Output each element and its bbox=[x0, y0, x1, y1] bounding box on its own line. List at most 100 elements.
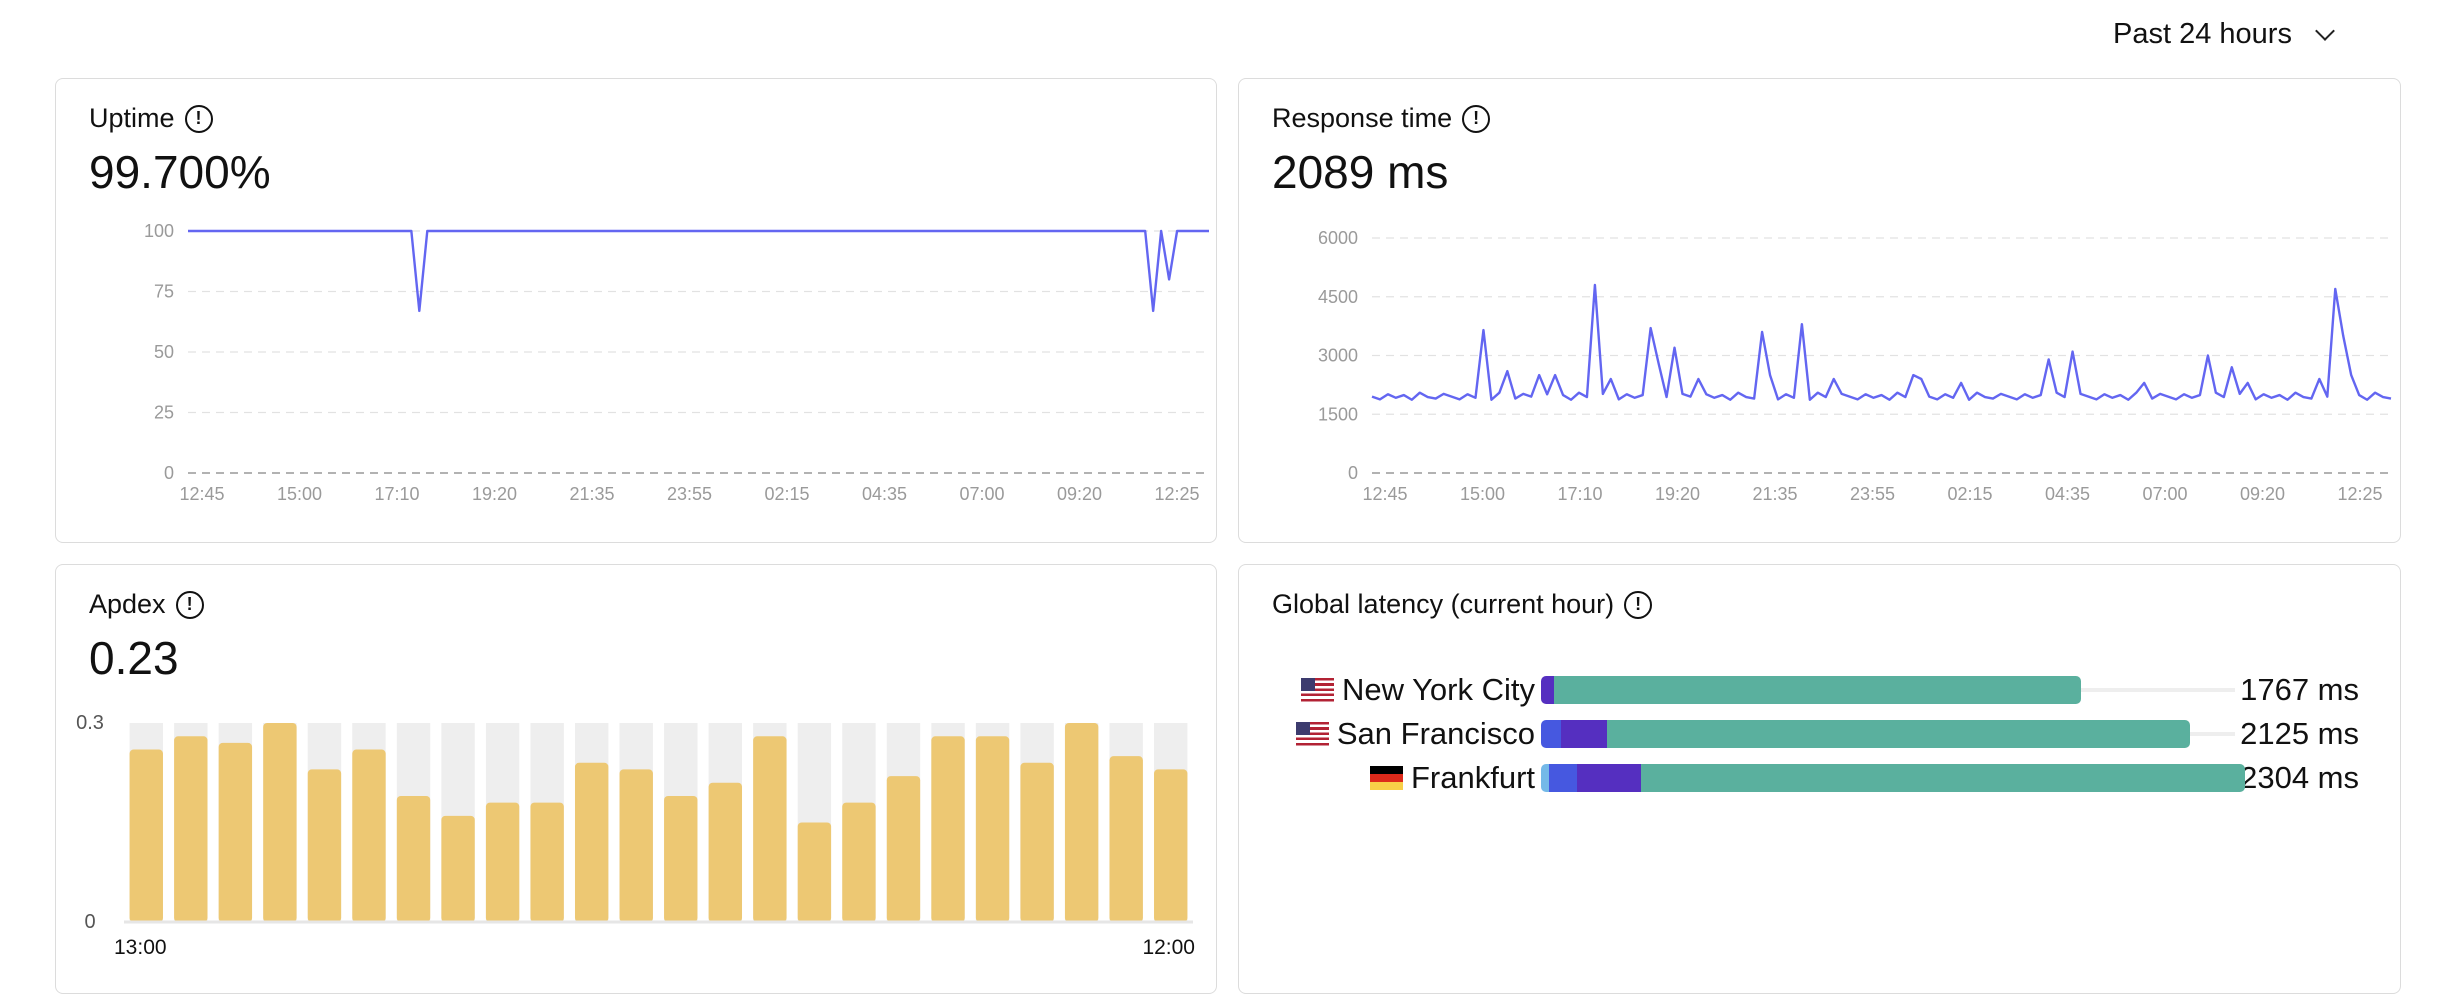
de-flag-icon bbox=[1369, 766, 1403, 790]
apdex-bar bbox=[931, 736, 965, 922]
apdex-bar bbox=[753, 736, 787, 922]
x-tick-label: 12:00 bbox=[1142, 936, 1195, 959]
x-tick-label: 12:25 bbox=[1154, 484, 1199, 504]
series-line bbox=[188, 229, 1209, 313]
uptime-card: Uptime! 99.700% 0 25 50 75 100 12:45 15:00 17:1… bbox=[55, 78, 1217, 543]
apdex-bar bbox=[619, 769, 653, 922]
time-range-label: Past 24 hours bbox=[2113, 18, 2292, 50]
x-tick-label: 21:35 bbox=[1752, 484, 1797, 504]
latency-row: New York City 1767 ms bbox=[1239, 672, 2400, 707]
y-tick-label: 25 bbox=[154, 403, 174, 423]
us-flag-icon bbox=[1295, 722, 1329, 746]
card-title: Response time bbox=[1272, 103, 1453, 133]
latency-segment bbox=[1548, 764, 1578, 792]
x-tick-label: 17:10 bbox=[1557, 484, 1602, 504]
apdex-bar bbox=[1109, 756, 1143, 922]
apdex-bar bbox=[842, 802, 876, 922]
x-tick-label: 07:00 bbox=[2142, 484, 2187, 504]
latency-row: Frankfurt 2304 ms bbox=[1239, 760, 2400, 795]
info-icon[interactable]: ! bbox=[175, 590, 204, 619]
info-icon[interactable]: ! bbox=[184, 104, 213, 133]
x-tick-label: 02:15 bbox=[764, 484, 809, 504]
latency-segment bbox=[1577, 764, 1641, 792]
y-tick-label: 100 bbox=[144, 221, 174, 241]
apdex-bar bbox=[1064, 723, 1099, 922]
apdex-bar bbox=[263, 723, 297, 922]
latency-segment bbox=[1553, 676, 2081, 704]
series-line bbox=[1371, 283, 2392, 401]
y-tick-label: 0 bbox=[164, 463, 174, 483]
apdex-bar bbox=[664, 795, 698, 922]
apdex-bar bbox=[530, 802, 564, 922]
x-tick-label: 12:45 bbox=[179, 484, 224, 504]
apdex-bar bbox=[797, 822, 832, 922]
x-tick-label: 19:20 bbox=[1655, 484, 1700, 504]
info-icon[interactable]: ! bbox=[1462, 104, 1491, 133]
latency-value: 1767 ms bbox=[2240, 672, 2359, 707]
y-tick-label: 1500 bbox=[1318, 404, 1358, 424]
latency-bar bbox=[1541, 764, 2245, 792]
x-tick-label: 15:00 bbox=[1460, 484, 1505, 504]
x-tick-label: 07:00 bbox=[959, 484, 1004, 504]
latency-value: 2304 ms bbox=[2240, 760, 2359, 795]
response-time-card: Response time! 2089 ms 0 1500 3000 4500 6000… bbox=[1238, 78, 2401, 543]
apdex-bar bbox=[441, 815, 475, 922]
response-time-chart: 0 1500 3000 4500 6000 12:45 15:00 17:10 19:20 21:… bbox=[1318, 228, 2392, 504]
response-time-value: 2089 ms bbox=[1272, 146, 1449, 198]
x-tick-label: 23:55 bbox=[667, 484, 712, 504]
apdex-card: Apdex! 0.23 0.3 0 13:00 12:00 bbox=[55, 564, 1217, 994]
time-range-dropdown[interactable]: Past 24 hours bbox=[2113, 18, 2335, 51]
apdex-bar bbox=[574, 762, 609, 922]
uptime-value: 99.700% bbox=[89, 146, 271, 198]
chevron-down-icon bbox=[2315, 20, 2335, 41]
x-tick-label: 12:25 bbox=[2337, 484, 2382, 504]
us-flag-icon bbox=[1301, 678, 1335, 702]
y-tick-label: 0 bbox=[1348, 463, 1358, 483]
x-tick-label: 17:10 bbox=[374, 484, 419, 504]
uptime-chart: 0 25 50 75 100 12:45 15:00 17:10 19:20 21:35 23:55… bbox=[144, 221, 1209, 504]
apdex-bar bbox=[708, 782, 743, 922]
apdex-bar bbox=[396, 795, 431, 922]
y-tick-label: 0 bbox=[84, 911, 95, 933]
apdex-chart: 0.3 0 13:00 12:00 bbox=[76, 712, 1195, 959]
y-tick-label: 50 bbox=[154, 342, 174, 362]
y-tick-label: 6000 bbox=[1318, 228, 1358, 248]
x-tick-label: 15:00 bbox=[277, 484, 322, 504]
latency-value: 2125 ms bbox=[2240, 716, 2359, 751]
x-tick-label: 12:45 bbox=[1362, 484, 1407, 504]
y-tick-label: 0.3 bbox=[76, 712, 104, 734]
y-tick-label: 4500 bbox=[1318, 287, 1358, 307]
global-latency-card: Global latency (current hour)! New York … bbox=[1238, 564, 2401, 994]
latency-row: San Francisco 2125 ms bbox=[1239, 716, 2400, 751]
card-title: Global latency (current hour) bbox=[1272, 589, 1615, 619]
x-tick-label: 09:20 bbox=[1057, 484, 1102, 504]
card-title: Apdex bbox=[89, 589, 166, 619]
apdex-value: 0.23 bbox=[89, 632, 179, 684]
apdex-bar bbox=[129, 749, 163, 922]
apdex-bar bbox=[352, 749, 386, 922]
apdex-bar bbox=[975, 736, 1010, 922]
city-name: San Francisco bbox=[1336, 716, 1535, 751]
x-tick-label: 04:35 bbox=[862, 484, 907, 504]
apdex-bar bbox=[174, 736, 208, 922]
apdex-bar bbox=[1020, 762, 1054, 922]
y-tick-label: 75 bbox=[154, 282, 174, 302]
x-tick-label: 09:20 bbox=[2240, 484, 2285, 504]
latency-bar bbox=[1541, 676, 2081, 704]
apdex-bar bbox=[886, 776, 921, 922]
latency-bar bbox=[1541, 720, 2191, 748]
latency-segment bbox=[1541, 676, 1554, 704]
x-tick-label: 04:35 bbox=[2045, 484, 2090, 504]
apdex-bar bbox=[307, 769, 342, 922]
x-tick-label: 13:00 bbox=[114, 936, 167, 959]
latency-segment bbox=[1561, 720, 1608, 748]
info-icon[interactable]: ! bbox=[1624, 590, 1653, 619]
y-tick-label: 3000 bbox=[1318, 346, 1358, 366]
apdex-bar bbox=[218, 742, 253, 922]
city-name: New York City bbox=[1342, 672, 1535, 707]
card-title: Uptime bbox=[89, 103, 175, 133]
latency-segment bbox=[1607, 720, 2191, 748]
x-tick-label: 23:55 bbox=[1850, 484, 1895, 504]
x-tick-label: 21:35 bbox=[569, 484, 614, 504]
city-name: Frankfurt bbox=[1410, 760, 1535, 795]
